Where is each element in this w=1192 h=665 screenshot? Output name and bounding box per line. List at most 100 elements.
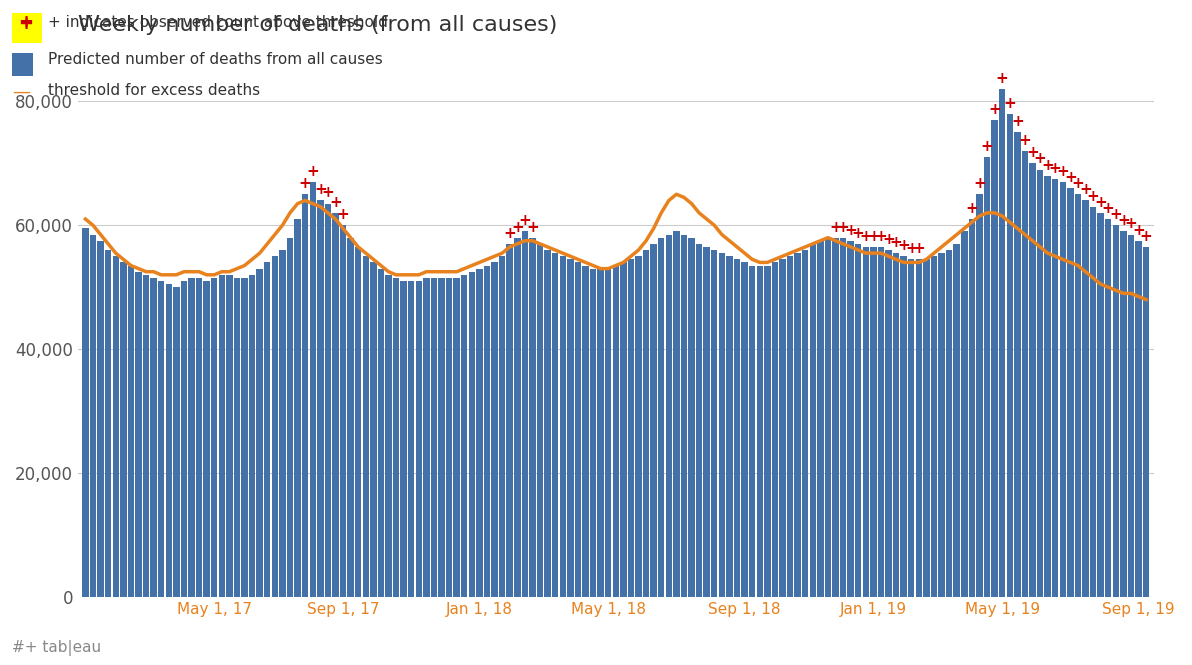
Bar xyxy=(642,250,650,597)
Text: —: — xyxy=(12,83,30,101)
Bar xyxy=(218,275,225,597)
Bar xyxy=(1128,235,1135,597)
Text: +: + xyxy=(1004,96,1016,110)
Bar xyxy=(204,281,210,597)
Bar xyxy=(393,278,399,597)
Text: +: + xyxy=(882,232,895,247)
Bar xyxy=(249,275,255,597)
Bar xyxy=(112,256,119,597)
Bar xyxy=(908,259,914,597)
Bar xyxy=(969,219,975,597)
Bar xyxy=(1112,225,1119,597)
Text: +: + xyxy=(329,195,342,209)
Bar xyxy=(923,259,930,597)
Text: +: + xyxy=(830,219,842,235)
Bar xyxy=(719,253,725,597)
Bar xyxy=(355,247,361,597)
Bar xyxy=(870,247,876,597)
Text: +: + xyxy=(1033,152,1047,166)
Text: +: + xyxy=(1117,213,1130,228)
Text: +: + xyxy=(973,176,986,192)
Text: +: + xyxy=(875,229,887,244)
Bar xyxy=(567,259,573,597)
Bar xyxy=(606,269,611,597)
Bar xyxy=(780,259,786,597)
Text: +: + xyxy=(1018,133,1031,148)
Bar xyxy=(938,253,945,597)
Text: +: + xyxy=(1072,176,1085,192)
Text: threshold for excess deaths: threshold for excess deaths xyxy=(48,83,260,98)
Text: +: + xyxy=(837,219,850,235)
Bar xyxy=(696,244,702,597)
Text: +: + xyxy=(912,241,925,256)
Text: +: + xyxy=(867,229,880,244)
Bar xyxy=(582,265,589,597)
Bar xyxy=(832,237,839,597)
Bar xyxy=(173,287,180,597)
Bar xyxy=(241,278,248,597)
Bar xyxy=(590,269,596,597)
Bar xyxy=(385,275,392,597)
Bar xyxy=(430,278,437,597)
Text: +: + xyxy=(1011,114,1024,129)
Text: +: + xyxy=(1026,145,1039,160)
Bar xyxy=(794,253,801,597)
Bar xyxy=(900,256,907,597)
Bar xyxy=(529,237,535,597)
Bar xyxy=(651,244,657,597)
Text: + indicates observed count above threshold: + indicates observed count above thresho… xyxy=(48,15,387,30)
Bar xyxy=(734,259,740,597)
Text: +: + xyxy=(966,201,979,216)
Text: +: + xyxy=(988,102,1001,117)
Bar xyxy=(855,244,862,597)
Bar xyxy=(545,250,551,597)
Text: +: + xyxy=(898,238,909,253)
Bar xyxy=(302,194,309,597)
Bar xyxy=(181,281,187,597)
Bar xyxy=(1022,151,1029,597)
Text: +: + xyxy=(503,225,516,241)
Bar xyxy=(135,272,142,597)
Bar xyxy=(976,194,982,597)
Bar xyxy=(416,281,422,597)
Bar xyxy=(98,241,104,597)
Text: +: + xyxy=(1140,229,1153,244)
Bar xyxy=(105,250,111,597)
Bar xyxy=(825,237,831,597)
Text: Weekly number of deaths (from all causes): Weekly number of deaths (from all causes… xyxy=(77,15,557,35)
Text: +: + xyxy=(981,139,993,154)
Text: +: + xyxy=(1132,223,1146,237)
Bar xyxy=(848,241,853,597)
Bar xyxy=(749,265,756,597)
Bar xyxy=(128,265,135,597)
FancyBboxPatch shape xyxy=(12,53,33,76)
Bar xyxy=(802,250,808,597)
Bar xyxy=(195,278,203,597)
Bar xyxy=(992,120,998,597)
Bar xyxy=(82,228,88,597)
Bar xyxy=(476,269,483,597)
Text: +: + xyxy=(1124,216,1137,231)
Bar xyxy=(401,281,406,597)
Bar xyxy=(294,219,300,597)
Bar xyxy=(1098,213,1104,597)
Text: +: + xyxy=(1094,195,1107,209)
Bar xyxy=(712,250,718,597)
Bar xyxy=(265,263,271,597)
Bar xyxy=(1044,176,1051,597)
Bar xyxy=(468,272,476,597)
Bar xyxy=(1060,182,1066,597)
Bar xyxy=(150,278,157,597)
Bar xyxy=(120,263,126,597)
Text: +: + xyxy=(306,164,319,179)
Bar xyxy=(514,237,521,597)
Text: +: + xyxy=(1101,201,1115,216)
Bar xyxy=(279,250,286,597)
Bar xyxy=(256,269,263,597)
Bar xyxy=(559,256,566,597)
Bar xyxy=(499,256,505,597)
Bar xyxy=(628,259,634,597)
Bar xyxy=(757,265,763,597)
Bar xyxy=(371,263,377,597)
Text: #+ tab|eau: #+ tab|eau xyxy=(12,640,101,656)
